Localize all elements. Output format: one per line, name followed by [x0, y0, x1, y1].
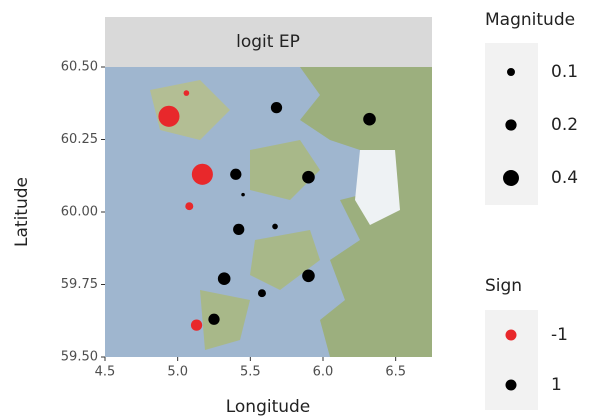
- point: [302, 171, 315, 184]
- point: [258, 289, 266, 297]
- size-legend-label: 0.2: [551, 115, 578, 135]
- point: [363, 113, 376, 126]
- x-tick-label: 5.5: [240, 365, 261, 380]
- size-legend-key: [505, 119, 516, 130]
- point: [241, 193, 245, 197]
- y-tick-label: 60.25: [61, 132, 98, 147]
- map-background: [105, 67, 432, 357]
- y-tick-label: 60.50: [61, 60, 98, 75]
- size-legend-label: 0.4: [551, 168, 578, 188]
- size-legend-key: [507, 68, 515, 76]
- x-tick-label: 6.5: [385, 365, 406, 380]
- point: [218, 272, 231, 285]
- point: [230, 169, 241, 180]
- facet-title: logit EP: [236, 32, 300, 52]
- color-legend-label: -1: [551, 325, 568, 345]
- point: [184, 90, 190, 96]
- chart: logit EP Latitude Longitude Magnitude Si…: [0, 0, 603, 420]
- color-legend-title: Sign: [485, 276, 522, 296]
- x-tick-label: 5.0: [167, 365, 188, 380]
- color-legend-key: [506, 380, 517, 391]
- point: [208, 314, 219, 325]
- size-legend-title: Magnitude: [485, 10, 575, 30]
- point: [191, 319, 202, 330]
- point: [302, 270, 315, 283]
- y-tick-label: 59.75: [61, 277, 98, 292]
- point: [271, 102, 282, 113]
- point: [185, 202, 193, 210]
- color-legend-label: 1: [551, 375, 562, 395]
- point: [272, 224, 278, 230]
- x-tick-label: 6.0: [313, 365, 334, 380]
- y-tick-label: 60.00: [61, 205, 98, 220]
- size-legend-label: 0.1: [551, 62, 578, 82]
- y-tick-label: 59.50: [61, 350, 98, 365]
- point: [158, 106, 179, 127]
- color-legend-keys: [485, 310, 538, 410]
- size-legend-key: [503, 170, 519, 186]
- point: [192, 164, 213, 185]
- x-tick-label: 4.5: [95, 365, 116, 380]
- point: [233, 224, 244, 235]
- color-legend-key: [506, 330, 517, 341]
- x-axis-title: Longitude: [226, 397, 311, 417]
- y-axis-title: Latitude: [12, 177, 32, 247]
